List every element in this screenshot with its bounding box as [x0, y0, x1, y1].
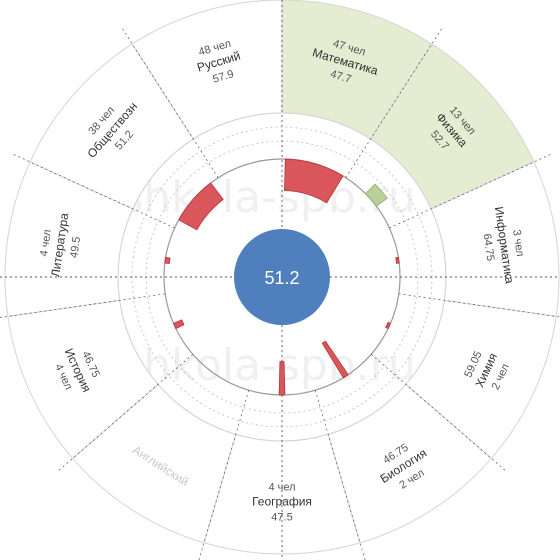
- bar-9[interactable]: [178, 182, 224, 231]
- label-score-3: 64.75: [480, 233, 496, 262]
- center-circle: [234, 229, 330, 325]
- bar-8[interactable]: [164, 256, 171, 265]
- label-score-11: 57.9: [211, 68, 235, 86]
- bar-3[interactable]: [395, 256, 400, 264]
- watermark-top: shkola-spb.ru: [120, 172, 415, 223]
- label-score-9: 49.5: [68, 236, 83, 259]
- bar-1[interactable]: [284, 158, 344, 204]
- watermark-layer: shkola-spb.ru shkola-spb.ru: [120, 172, 415, 391]
- delta-bars: [164, 158, 400, 396]
- bar-2[interactable]: [364, 183, 388, 207]
- label-count-9: 4 чел: [38, 229, 54, 258]
- bar-5[interactable]: [321, 340, 349, 379]
- label-score-6: 47.5: [271, 512, 292, 524]
- label-count-6: 4 чел: [268, 482, 295, 494]
- center-value: 51.2: [264, 268, 299, 288]
- bar-4[interactable]: [385, 321, 392, 330]
- label-name-6: География: [252, 495, 312, 509]
- label-count-3: 3 чел: [510, 229, 526, 258]
- label-score-1: 47.7: [329, 68, 353, 86]
- bar-7[interactable]: [172, 319, 185, 330]
- center-badge: 51.2: [234, 229, 330, 325]
- bar-6[interactable]: [278, 361, 286, 396]
- watermark-bottom: shkola-spb.ru: [120, 340, 415, 391]
